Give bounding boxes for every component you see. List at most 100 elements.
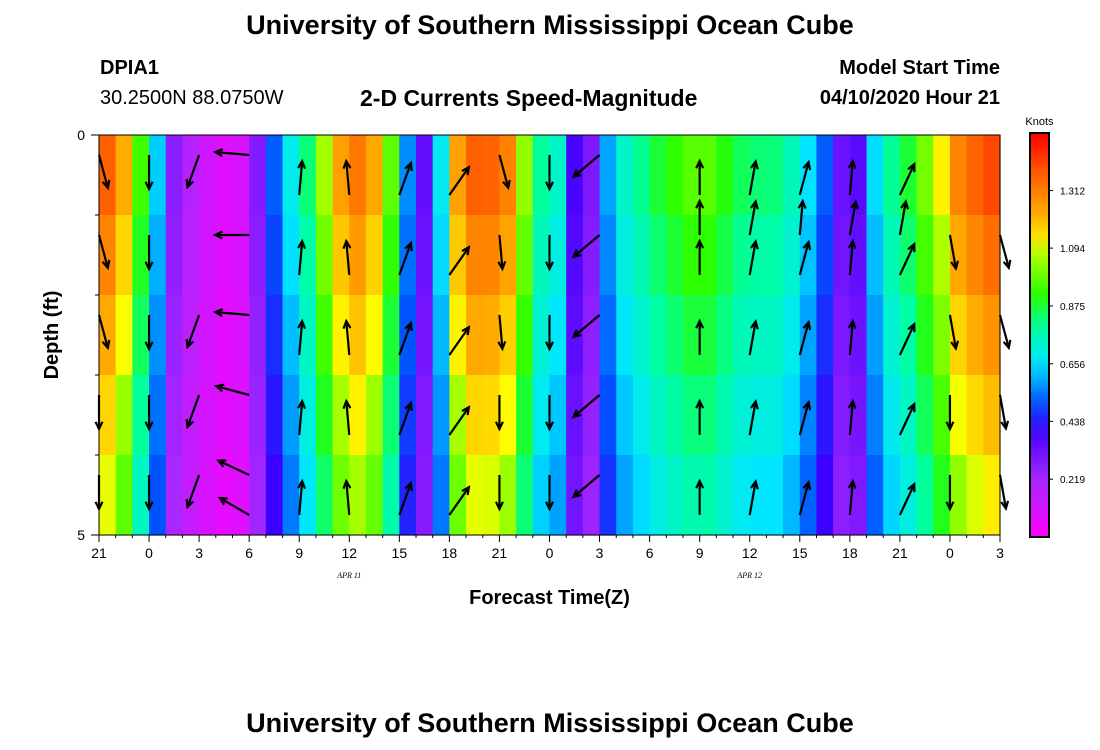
heat-cell <box>365 215 384 296</box>
heat-cell <box>833 375 851 456</box>
heat-cell <box>482 215 501 296</box>
current-arrow <box>545 155 554 192</box>
heat-cell <box>215 295 234 376</box>
arrow-head <box>545 501 554 512</box>
arrow-head <box>1002 259 1012 271</box>
arrow-shaft <box>498 154 510 189</box>
heat-cell <box>616 215 634 296</box>
heat-cell <box>165 375 184 456</box>
date-label: APR 12 <box>736 571 762 580</box>
arrow-head <box>212 230 223 240</box>
x-tick-label: 3 <box>996 545 1004 561</box>
current-arrow <box>398 160 413 196</box>
heat-cell <box>966 295 984 376</box>
heat-cell <box>215 455 234 536</box>
arrow-head <box>144 501 154 512</box>
current-arrow <box>998 314 1012 351</box>
arrow-head <box>750 159 759 170</box>
colorbar-tick-label: 0.875 <box>1060 302 1085 313</box>
arrow-head <box>297 398 307 409</box>
arrow-shaft <box>848 481 854 516</box>
arrow-shaft <box>798 241 810 276</box>
x-tick-label: 6 <box>245 545 253 561</box>
arrow-shaft <box>97 234 109 269</box>
heat-cell <box>933 455 951 536</box>
heat-cell <box>816 375 834 456</box>
arrow-head <box>185 338 194 350</box>
arrow-head <box>750 319 759 330</box>
current-arrow <box>797 198 807 236</box>
current-arrow <box>798 319 812 356</box>
current-arrow <box>695 238 705 275</box>
arrow-head <box>847 318 857 329</box>
heat-cell <box>165 455 184 536</box>
arrow-shaft <box>898 483 916 516</box>
current-arrow <box>448 405 471 436</box>
x-tick-label: 21 <box>91 545 107 561</box>
current-arrow <box>144 475 154 512</box>
arrow-shaft <box>848 401 854 436</box>
current-arrow <box>898 481 916 516</box>
heat-cell <box>549 135 567 216</box>
heat-cell <box>299 455 317 536</box>
heat-cell <box>582 215 601 296</box>
arrow-shaft <box>298 321 304 356</box>
x-tick-label: 15 <box>392 545 408 561</box>
heat-cell <box>866 135 884 216</box>
heat-cell <box>399 215 417 296</box>
heat-cell <box>616 455 634 536</box>
heat-cell <box>349 375 367 456</box>
current-arrow <box>998 234 1012 271</box>
arrow-shaft <box>498 314 504 349</box>
heat-cell <box>766 135 784 216</box>
current-arrow <box>448 485 471 516</box>
arrow-shaft <box>215 150 250 157</box>
heat-cell <box>799 295 818 376</box>
heat-cell <box>416 215 434 296</box>
heat-cell <box>716 295 734 376</box>
current-arrow <box>695 478 705 515</box>
arrow-shaft <box>345 401 351 436</box>
heat-cell <box>132 455 150 536</box>
heat-cell <box>382 135 400 216</box>
arrow-shaft <box>798 321 810 356</box>
arrow-head <box>695 238 705 249</box>
colorbar-tick-label: 0.656 <box>1060 360 1085 371</box>
x-axis: 21 0 3 6 9 12 15 18 21 0 3 6 9 12 15 18 21 0 3 APR 11 APR 12 <box>91 535 1004 580</box>
current-arrow <box>695 318 705 355</box>
x-tick-label: 21 <box>492 545 508 561</box>
arrow-shaft <box>345 481 351 516</box>
arrow-shaft <box>748 161 757 196</box>
model-start-label: Model Start Time <box>839 57 1000 79</box>
arrow-head <box>545 261 554 272</box>
x-tick-label: 9 <box>696 545 704 561</box>
arrow-head <box>695 478 705 489</box>
heat-cell <box>382 375 400 456</box>
current-arrow <box>695 398 705 435</box>
heat-cell <box>716 375 734 456</box>
arrow-head <box>213 383 225 393</box>
arrow-head <box>461 485 471 496</box>
arrow-head <box>497 341 507 352</box>
heat-cell <box>933 135 951 216</box>
current-arrow <box>398 240 413 276</box>
heat-cell <box>783 215 801 296</box>
current-arrow <box>185 314 201 350</box>
heat-cell <box>432 135 450 216</box>
heat-cell <box>549 295 567 376</box>
heat-cell <box>632 135 651 216</box>
arrow-shaft <box>448 166 470 196</box>
colorbar-scale <box>1029 132 1050 538</box>
heat-cell <box>766 455 784 536</box>
x-tick-label: 21 <box>892 545 908 561</box>
heat-cell <box>332 215 350 296</box>
heat-cell <box>199 215 217 296</box>
heat-cell <box>949 135 968 216</box>
arrow-head <box>950 340 960 351</box>
current-arrow <box>571 234 601 259</box>
chart-subtitle: 2-D Currents Speed-Magnitude <box>360 85 698 111</box>
colorbar-tick-label: 0.438 <box>1060 417 1085 428</box>
arrow-shaft <box>798 161 810 196</box>
arrow-shaft <box>215 310 250 317</box>
heat-cell <box>949 375 968 456</box>
